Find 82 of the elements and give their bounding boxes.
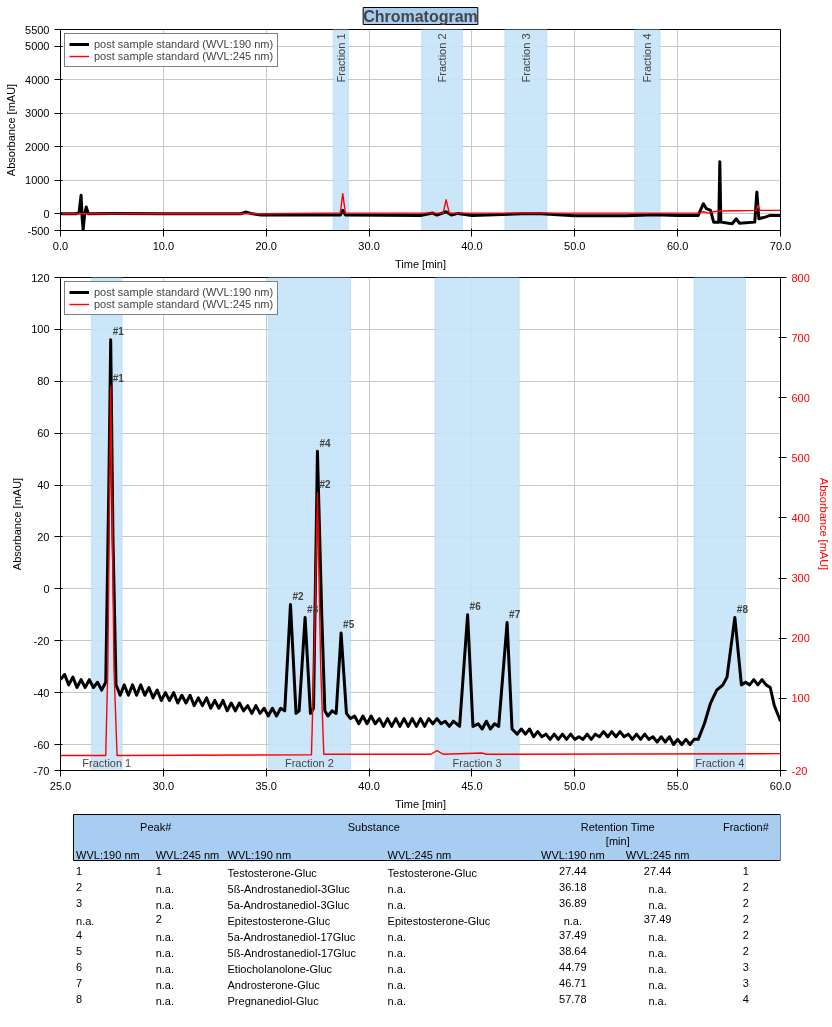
y-tick-label: -500: [27, 224, 50, 237]
legend-label: post sample standard (WVL:190 nm): [94, 286, 274, 298]
band-label: Fraction 1: [82, 756, 132, 769]
x-axis-title: Time [min]: [395, 257, 446, 270]
annotation: #1: [112, 326, 125, 338]
y-tick-label: -70: [33, 764, 50, 777]
x-tick-label: 40.0: [358, 779, 380, 792]
x-tick-label: 10.0: [152, 239, 175, 252]
y-tick-label: 0: [43, 582, 50, 595]
y-tick-label: 5000: [25, 40, 50, 53]
text: 1 1 Testosterone-Gluc Testosterone-Gluc 27.44 27.44 1: [76, 864, 749, 879]
y-tick-label: -60: [33, 738, 50, 751]
y-tick-label: -20: [33, 634, 50, 647]
y-tick-label: -40: [33, 686, 50, 699]
annotation: #6: [469, 601, 482, 613]
annotation: #5: [343, 619, 355, 631]
annotation: #1: [112, 372, 125, 384]
text: 2 n.a. 5ß-Androstanediol-3Gluc n.a. 36.18 n.a. 2: [76, 880, 749, 895]
x-tick-label: 60.0: [769, 779, 792, 792]
y2-tick-label: 300: [791, 572, 810, 585]
text: Peak# Substance Retention Time [min] Fraction#: [140, 820, 769, 847]
x-tick-label: 45.0: [461, 779, 483, 792]
x-tick-label: 35.0: [255, 779, 277, 792]
x-tick-label: 50.0: [564, 239, 586, 252]
x-axis-title: Time [min]: [395, 797, 446, 810]
y-tick-label: 20: [37, 530, 50, 543]
annotation: #7: [509, 609, 521, 621]
legend-label: post sample standard (WVL:245 nm): [94, 50, 274, 62]
y-tick-label: 1000: [25, 174, 50, 187]
x-tick-label: 30.0: [358, 239, 380, 252]
y2-tick-label: 500: [791, 451, 810, 464]
y-axis-title: Absorbance [mAU]: [11, 477, 24, 571]
chart-title: Chromatogram: [363, 7, 478, 25]
text: 6 n.a. Etiocholanolone-Gluc n.a. 44.79 n.a. 3: [76, 960, 749, 975]
band-label: Fraction 2: [284, 756, 334, 769]
text: n.a. 2 Epitestosterone-Gluc Epitestosterone-Gluc n.a. 37.49 2: [76, 912, 749, 927]
y-tick-label: 3000: [25, 107, 50, 120]
text: 4 n.a. 5a-Androstanediol-17Gluc n.a. 37.49 n.a. 2: [76, 928, 749, 943]
band-label: Fraction 2: [436, 33, 449, 83]
x-tick-label: 20.0: [255, 239, 277, 252]
y2-tick-label: -20: [791, 764, 808, 777]
y-tick-label: 0: [43, 207, 50, 220]
x-tick-label: 60.0: [666, 239, 689, 252]
line-series: [60, 192, 781, 215]
y-tick-label: 60: [37, 427, 50, 440]
y-axis-title: Absorbance [mAU]: [5, 83, 18, 177]
text: 5 n.a. 5ß-Androstanediol-17Gluc n.a. 38.64 n.a. 2: [76, 944, 749, 959]
band-label: Fraction 4: [695, 756, 745, 769]
x-tick-label: 0.0: [52, 239, 69, 252]
y-tick-label: 2000: [25, 140, 50, 153]
text: 7 n.a. Androsterone-Gluc n.a. 46.71 n.a. 3: [76, 976, 749, 991]
y-tick-label: 100: [31, 323, 50, 336]
band-label: Fraction 3: [519, 33, 532, 83]
annotation: #2: [292, 590, 305, 602]
legend-label: post sample standard (WVL:245 nm): [94, 298, 274, 310]
x-tick-label: 25.0: [49, 779, 72, 792]
text: WVL:190 nm WVL:245 nm WVL:190 nm WVL:245 nm WVL:190 nm WVL:245 nm: [76, 848, 690, 861]
legend-label: post sample standard (WVL:190 nm): [94, 38, 274, 50]
y2-tick-label: 700: [791, 331, 810, 344]
x-tick-label: 40.0: [461, 239, 483, 252]
x-tick-label: 55.0: [666, 779, 689, 792]
x-tick-label: 50.0: [564, 779, 586, 792]
annotation: #4: [319, 437, 331, 449]
x-tick-label: 30.0: [152, 779, 175, 792]
annotation: #8: [736, 603, 749, 615]
y-tick-label: 5500: [25, 23, 50, 36]
x-tick-label: 70.0: [769, 239, 792, 252]
text: 3 n.a. 5a-Androstanediol-3Gluc n.a. 36.89 n.a. 2: [76, 896, 749, 911]
y2-axis-title: Absorbance [mAU]: [817, 477, 830, 571]
band-label: Fraction 4: [641, 33, 654, 83]
y-tick-label: 80: [37, 375, 50, 388]
band-label: Fraction 1: [334, 33, 347, 83]
text: 8 n.a. Pregnanediol-Gluc n.a. 57.78 n.a. 4: [76, 992, 749, 1007]
y2-tick-label: 800: [791, 271, 810, 284]
y2-tick-label: 100: [791, 692, 810, 705]
y-tick-label: 40: [37, 479, 50, 492]
y2-tick-label: 400: [791, 511, 810, 524]
y2-tick-label: 200: [791, 632, 810, 645]
y-tick-label: 4000: [25, 73, 50, 86]
y-tick-label: 120: [31, 271, 50, 284]
band-label: Fraction 3: [452, 756, 502, 769]
y2-tick-label: 600: [791, 391, 810, 404]
